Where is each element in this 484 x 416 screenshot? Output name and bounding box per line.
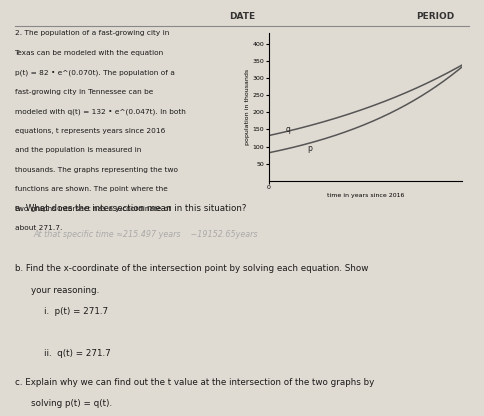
Text: your reasoning.: your reasoning.: [31, 286, 100, 295]
Text: ii.  q(t) = 271.7: ii. q(t) = 271.7: [44, 349, 110, 359]
Text: a. What does the intersection mean in this situation?: a. What does the intersection mean in th…: [15, 204, 246, 213]
Text: and the population is measured in: and the population is measured in: [15, 147, 141, 153]
Text: PERIOD: PERIOD: [416, 12, 455, 21]
Text: Texas can be modeled with the equation: Texas can be modeled with the equation: [15, 50, 164, 55]
Text: modeled with q(t) = 132 • e^(0.047t). In both: modeled with q(t) = 132 • e^(0.047t). In…: [15, 108, 185, 115]
Text: q: q: [286, 125, 291, 134]
Text: equations, t represents years since 2016: equations, t represents years since 2016: [15, 128, 165, 134]
Text: fast-growing city in Tennessee can be: fast-growing city in Tennessee can be: [15, 89, 153, 94]
Text: c. Explain why we can find out the t value at the intersection of the two graphs: c. Explain why we can find out the t val…: [15, 378, 374, 387]
Text: two graphs intersect has a y-coordinate of: two graphs intersect has a y-coordinate …: [15, 206, 170, 212]
Text: 2. The population of a fast-growing city in: 2. The population of a fast-growing city…: [15, 30, 169, 36]
Text: i.  p(t) = 271.7: i. p(t) = 271.7: [44, 307, 107, 316]
Text: about 271.7.: about 271.7.: [15, 225, 62, 231]
Text: p: p: [307, 144, 312, 153]
Text: thousands. The graphs representing the two: thousands. The graphs representing the t…: [15, 167, 178, 173]
Text: functions are shown. The point where the: functions are shown. The point where the: [15, 186, 167, 192]
X-axis label: time in years since 2016: time in years since 2016: [327, 193, 404, 198]
Text: p(t) = 82 • e^(0.070t). The population of a: p(t) = 82 • e^(0.070t). The population o…: [15, 69, 174, 76]
Text: At that specific time ≈215.497 years    −19152.65years: At that specific time ≈215.497 years −19…: [34, 230, 258, 239]
Text: b. Find the x-coordinate of the intersection point by solving each equation. Sho: b. Find the x-coordinate of the intersec…: [15, 264, 368, 273]
Y-axis label: population in thousands: population in thousands: [245, 69, 250, 145]
Text: DATE: DATE: [229, 12, 255, 21]
Text: solving p(t) = q(t).: solving p(t) = q(t).: [31, 399, 113, 409]
